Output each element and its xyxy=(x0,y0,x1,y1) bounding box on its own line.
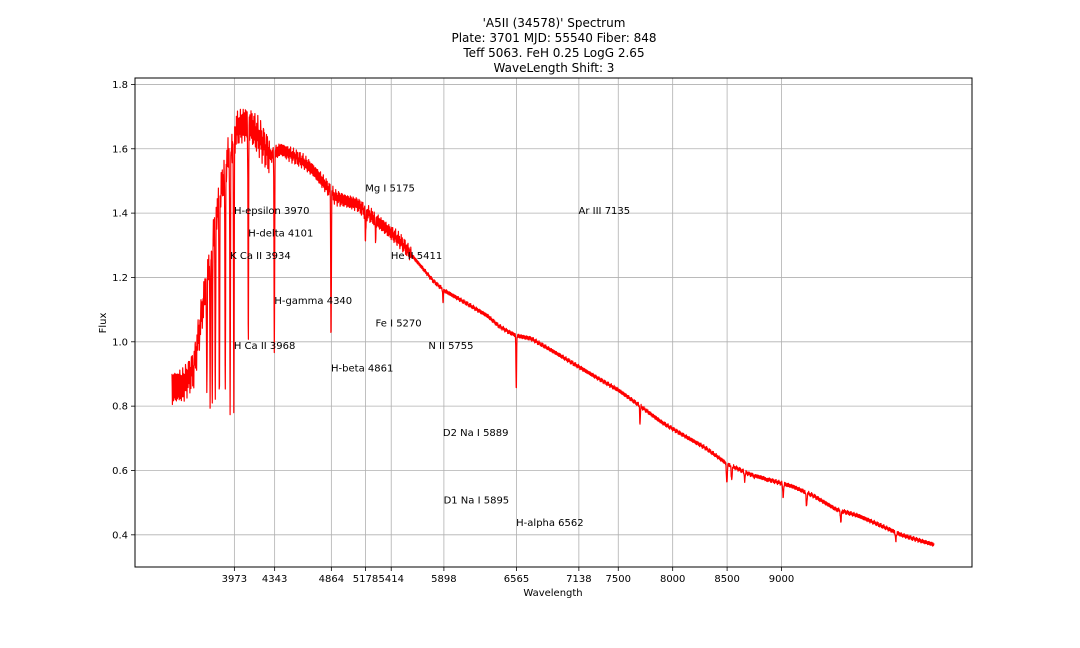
x-tick-label: 3973 xyxy=(222,574,247,585)
line-annotation: D1 Na I 5895 xyxy=(444,495,510,506)
x-tick-label: 5178 xyxy=(353,574,378,585)
spectrum-series xyxy=(171,108,935,547)
line-annotation: H-alpha 6562 xyxy=(516,518,583,529)
y-axis-label: Flux xyxy=(98,313,109,334)
line-annotation: N II 5755 xyxy=(428,341,473,352)
line-annotation: He II 5411 xyxy=(391,251,442,262)
y-tick-label: 1.8 xyxy=(112,80,128,91)
chart-title-line-4: WaveLength Shift: 3 xyxy=(493,61,615,75)
x-tick-label: 4343 xyxy=(262,574,287,585)
x-tick-label: 7500 xyxy=(606,574,631,585)
y-tick-label: 0.6 xyxy=(112,466,128,477)
line-annotation: Ar III 7135 xyxy=(579,206,631,217)
y-tick-label: 0.4 xyxy=(112,530,128,541)
x-tick-label: 9000 xyxy=(769,574,794,585)
line-annotation: D2 Na I 5889 xyxy=(443,428,509,439)
line-annotation: H-gamma 4340 xyxy=(274,296,352,307)
line-annotation: Fe I 5270 xyxy=(376,319,422,330)
line-annotations: H-epsilon 3970 H-delta 4101 K Ca II 3934 H-… xyxy=(230,183,630,529)
x-tick-label: 4864 xyxy=(319,574,344,585)
spectrum-line xyxy=(171,108,935,547)
x-tick-label: 5898 xyxy=(431,574,456,585)
plot-frame xyxy=(134,77,973,568)
chart-title-line-2: Plate: 3701 MJD: 55540 Fiber: 848 xyxy=(451,31,657,45)
line-annotation: Mg I 5175 xyxy=(365,183,415,194)
line-annotation: H-delta 4101 xyxy=(248,228,313,239)
line-annotation: H Ca II 3968 xyxy=(234,341,296,352)
y-tick-label: 1.4 xyxy=(112,209,128,220)
x-tick-label: 6565 xyxy=(504,574,529,585)
x-axis-label: Wavelength xyxy=(523,588,582,599)
x-tick-label: 5414 xyxy=(378,574,403,585)
chart-title-line-1: 'A5II (34578)' Spectrum xyxy=(482,16,626,30)
y-axis-ticks: 0.4 0.6 0.8 1.0 1.2 1.4 1.6 1.8 xyxy=(112,80,135,541)
line-annotation: K Ca II 3934 xyxy=(230,251,291,262)
x-tick-label: 8500 xyxy=(714,574,739,585)
line-annotation: H-epsilon 3970 xyxy=(234,206,309,217)
y-tick-label: 0.8 xyxy=(112,402,128,413)
grid-lines xyxy=(135,78,972,567)
x-tick-label: 7138 xyxy=(566,574,591,585)
x-tick-label: 8000 xyxy=(660,574,685,585)
line-annotation: H-beta 4861 xyxy=(331,364,393,375)
x-axis-ticks: 3973 4343 4864 5178 5414 5898 6565 7138 7500 8000… xyxy=(222,567,794,585)
y-tick-label: 1.6 xyxy=(112,144,128,155)
chart-title-line-3: Teff 5063. FeH 0.25 LogG 2.65 xyxy=(463,46,645,60)
y-tick-label: 1.0 xyxy=(112,337,128,348)
y-tick-label: 1.2 xyxy=(112,273,128,284)
